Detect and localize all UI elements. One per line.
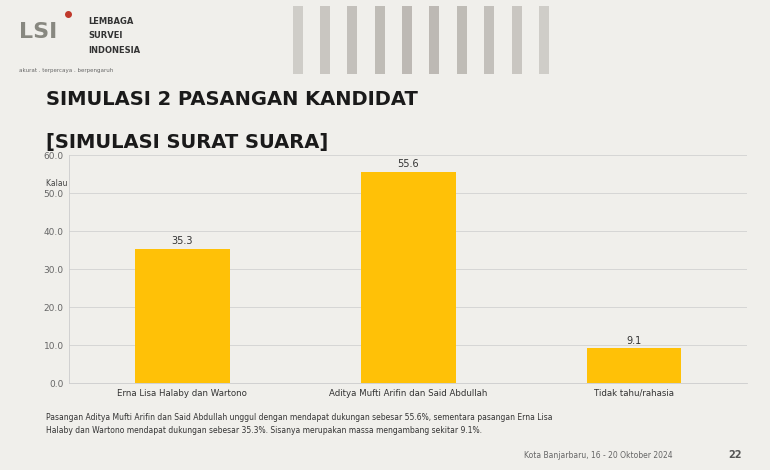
Bar <box>360 172 456 383</box>
Bar <box>293 7 303 73</box>
Text: Kota Banjarbaru, 16 - 20 Oktober 2024: Kota Banjarbaru, 16 - 20 Oktober 2024 <box>524 451 672 460</box>
Text: LSI: LSI <box>19 22 58 42</box>
Bar <box>135 249 229 383</box>
Text: SURVEI: SURVEI <box>89 31 123 40</box>
Text: 22: 22 <box>728 450 742 460</box>
Bar <box>457 7 467 73</box>
Bar <box>539 7 549 73</box>
Bar <box>375 7 385 73</box>
Bar <box>0 0 293 80</box>
Text: 55.6: 55.6 <box>397 159 419 169</box>
Text: Pasangan Aditya Mufti Arifin dan Said Abdullah unggul dengan mendapat dukungan s: Pasangan Aditya Mufti Arifin dan Said Ab… <box>46 414 553 435</box>
Text: akurat . terpercaya . berpengaruh: akurat . terpercaya . berpengaruh <box>19 68 113 73</box>
Bar <box>402 7 412 73</box>
Text: Kalau pemilihan langsung Walikota Banjarbaru diadakan hari ini, siapa yang akan : Kalau pemilihan langsung Walikota Banjar… <box>46 180 573 188</box>
Bar <box>320 7 330 73</box>
Text: [SIMULASI SURAT SUARA]: [SIMULASI SURAT SUARA] <box>46 133 329 151</box>
Text: 35.3: 35.3 <box>172 236 193 246</box>
Text: LEMBAGA: LEMBAGA <box>89 17 134 26</box>
Bar <box>587 348 681 383</box>
Bar <box>484 7 494 73</box>
Text: SIMULASI 2 PASANGAN KANDIDAT: SIMULASI 2 PASANGAN KANDIDAT <box>46 90 418 109</box>
Bar <box>430 7 440 73</box>
Bar <box>347 7 357 73</box>
Text: INDONESIA: INDONESIA <box>89 46 141 55</box>
Text: 9.1: 9.1 <box>626 336 641 346</box>
Bar <box>511 7 521 73</box>
